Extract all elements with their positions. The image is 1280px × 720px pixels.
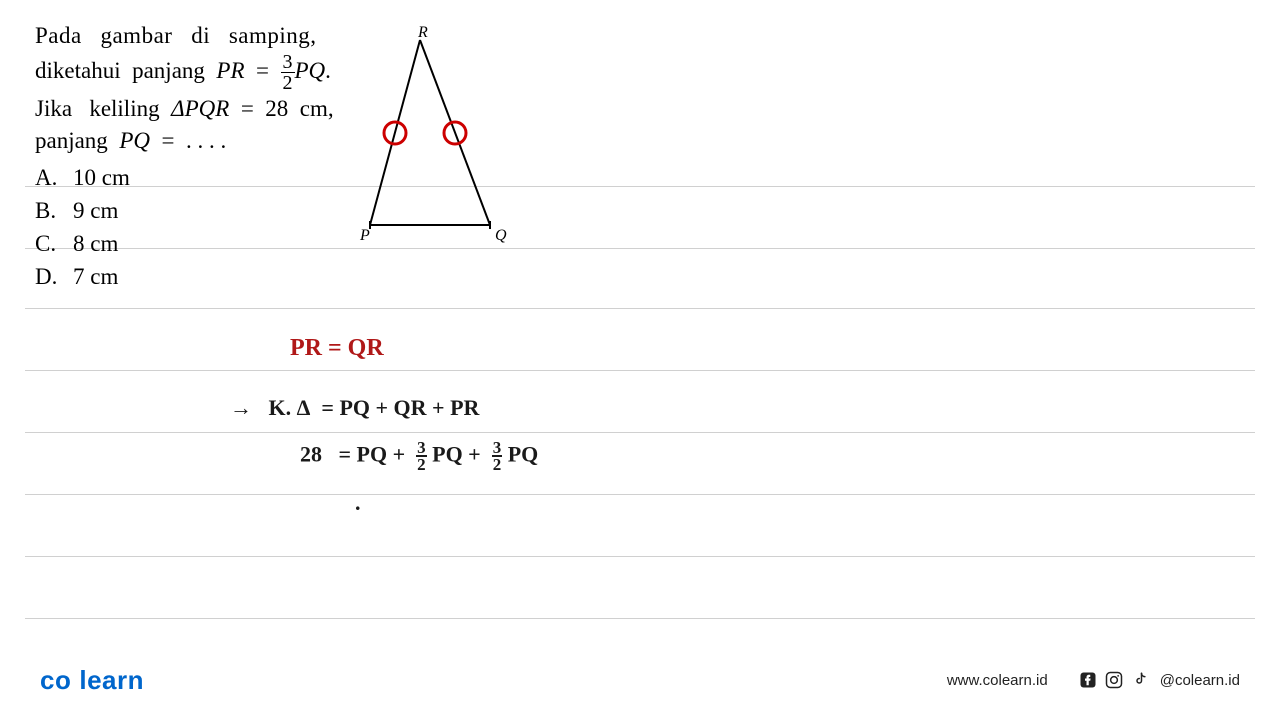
handwriting-line1: PR = QR: [290, 335, 384, 362]
ruled-line: [25, 432, 1255, 433]
txt: panjang: [132, 58, 205, 83]
social-icons: @colearn.id: [1078, 670, 1240, 690]
txt: diketahui: [35, 58, 121, 83]
handwriting-line2: → K. Δ = PQ + QR + PR: [230, 395, 479, 421]
txt: =: [256, 58, 269, 83]
instagram-icon: [1104, 670, 1124, 690]
var-pqr: ΔPQR: [171, 96, 229, 121]
option-label: B.: [35, 195, 73, 227]
txt: keliling: [89, 96, 159, 121]
vertex-q: Q: [495, 227, 507, 244]
triangle-diagram: R P Q: [340, 25, 520, 250]
vertex-r: R: [417, 25, 428, 41]
ruled-line: [25, 370, 1255, 371]
hw-fraction: 3 2: [416, 440, 427, 473]
brand-logo: colearn: [40, 665, 144, 696]
txt: 28: [265, 96, 288, 121]
tiktok-icon: [1130, 670, 1150, 690]
hw-fraction: 3 2: [492, 440, 503, 473]
txt: gambar: [100, 23, 172, 48]
var-pq: PQ: [295, 58, 326, 83]
txt: Jika: [35, 96, 72, 121]
txt: . . . .: [186, 128, 226, 153]
ruled-line: [25, 618, 1255, 619]
txt: panjang: [35, 128, 108, 153]
option-label: C.: [35, 228, 73, 260]
option-text: 8 cm: [73, 231, 118, 256]
ruled-line: [25, 308, 1255, 309]
txt: Pada: [35, 23, 82, 48]
var-pr: PR: [216, 58, 244, 83]
ruled-line: [25, 556, 1255, 557]
fraction-3-2: 3 2: [281, 52, 295, 93]
txt: samping,: [229, 23, 317, 48]
txt: di: [191, 23, 210, 48]
facebook-icon: [1078, 670, 1098, 690]
option-label: D.: [35, 261, 73, 293]
option-text: 9 cm: [73, 198, 118, 223]
ruled-line: [25, 494, 1255, 495]
vertex-p: P: [359, 227, 370, 244]
footer-bar: colearn www.colearn.id @colearn.id: [0, 660, 1280, 700]
txt: .: [325, 58, 331, 83]
option-text: 7 cm: [73, 264, 118, 289]
option-text: 10 cm: [73, 165, 130, 190]
var-pq2: PQ: [119, 128, 150, 153]
handwriting-dot: .: [355, 490, 361, 516]
txt: =: [241, 96, 254, 121]
social-handle: @colearn.id: [1160, 672, 1240, 689]
txt: =: [161, 128, 174, 153]
txt: cm,: [300, 96, 334, 121]
answer-option: D.7 cm: [35, 261, 535, 293]
footer-url: www.colearn.id: [947, 672, 1048, 689]
option-label: A.: [35, 162, 73, 194]
handwriting-line3: 28 = PQ + 3 2 PQ + 3 2 PQ: [300, 440, 538, 473]
